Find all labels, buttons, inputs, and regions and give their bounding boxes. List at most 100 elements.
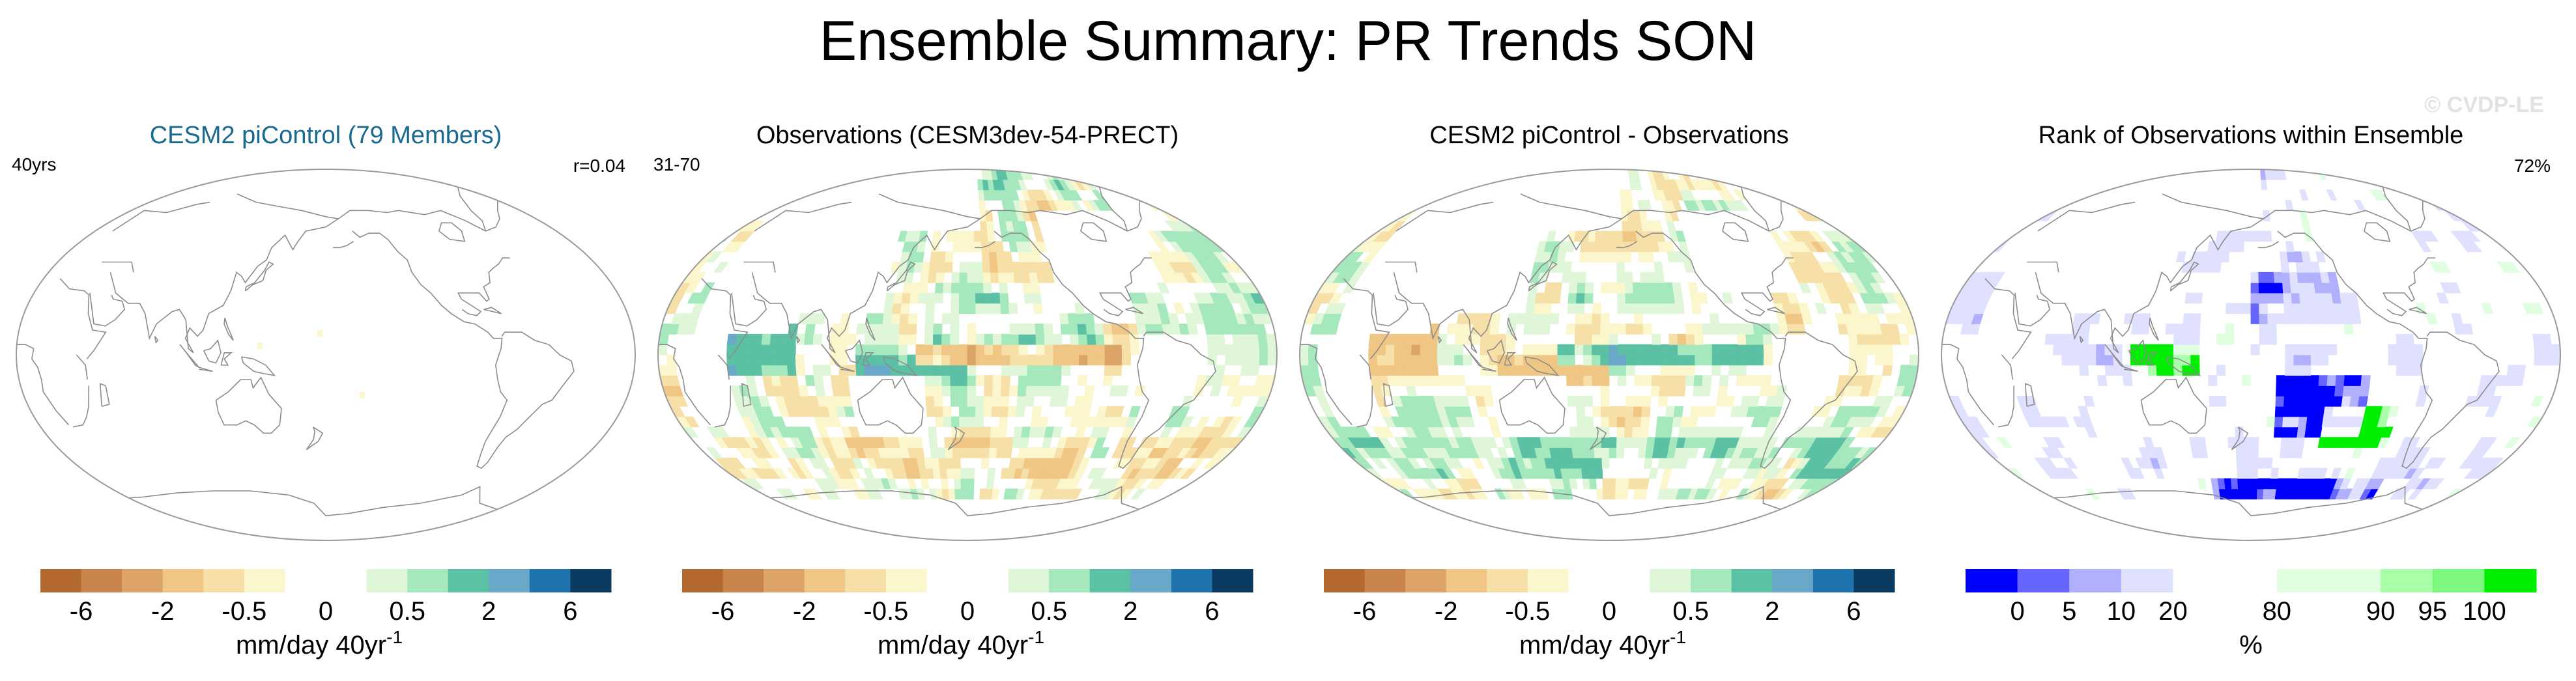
colorbar-swatch [1609, 569, 1651, 592]
colorbar-tick-label: -6 [1353, 597, 1377, 626]
colorbar-tick-label: 95 [2418, 597, 2447, 626]
colorbar-tick-label: -2 [1435, 597, 1458, 626]
watermark: © CVDP-LE [2424, 92, 2544, 117]
colorbar-tick-label: 2 [1123, 597, 1138, 626]
colorbar-swatch [40, 569, 82, 592]
colorbar-swatch [529, 569, 571, 592]
colorbar-swatch [489, 569, 530, 592]
map-field [658, 169, 1277, 540]
colorbar-tick-label: 0 [1602, 597, 1616, 626]
colorbar-tick-label: -6 [70, 597, 93, 626]
panel-left-label: 31-70 [653, 154, 700, 174]
colorbar-units: mm/day 40yr-1 [1519, 627, 1686, 660]
coastlines [1941, 185, 2500, 516]
coastlines [658, 185, 1216, 516]
colorbar-tick-label: -0.5 [863, 597, 908, 626]
colorbar-swatch [2276, 569, 2329, 592]
map-field [1941, 169, 2560, 540]
map-outline [1941, 169, 2561, 541]
colorbar-tick-label: -0.5 [222, 597, 266, 626]
colorbar-tick-label: 100 [2463, 597, 2506, 626]
map-field [1300, 169, 1919, 540]
colorbar-units: mm/day 40yr-1 [878, 627, 1044, 660]
colorbar-swatch [326, 569, 367, 592]
panel-title: Rank of Observations within Ensemble [2039, 122, 2464, 149]
colorbar-swatch [2381, 569, 2433, 592]
colorbar-tick-label: 0.5 [1031, 597, 1067, 626]
colorbar-swatch [81, 569, 122, 592]
colorbar-units: % [2239, 631, 2263, 660]
colorbar-tick-label: 0 [2011, 597, 2025, 626]
colorbar-swatch [1130, 569, 1172, 592]
colorbar-swatch [1812, 569, 1854, 592]
colorbar-swatch [885, 569, 927, 592]
colorbar-swatch [682, 569, 724, 592]
colorbar-swatch [1853, 569, 1895, 592]
colorbar-tick-label: -2 [151, 597, 175, 626]
colorbar-swatch [1527, 569, 1569, 592]
map-outline [16, 169, 636, 541]
colorbar-swatch [1089, 569, 1131, 592]
colorbar-tick-label: 10 [2107, 597, 2136, 626]
colorbar-swatch [723, 569, 764, 592]
panels: CESM2 piControl (79 Members) 40yrs r=0.04 O… [12, 122, 2561, 541]
colorbar-tick-label: 20 [2158, 597, 2188, 626]
colorbar-tick-label: 0 [960, 597, 975, 626]
colorbar-swatch [1568, 569, 1610, 592]
colorbar-swatch [804, 569, 846, 592]
colorbar-swatch [2121, 569, 2174, 592]
colorbar-swatch [285, 569, 326, 592]
colorbar-swatch [1446, 569, 1487, 592]
colorbar-swatch [1966, 569, 2018, 592]
colorbar-swatch [1691, 569, 1732, 592]
colorbar-trend: -6 -2 -0.5 0 0.5 2 6 mm/day 40yr-1 [1324, 569, 1895, 660]
colorbar-swatch [1650, 569, 1691, 592]
colorbar-tick-label: 6 [1846, 597, 1861, 626]
panel-diff: CESM2 piControl - Observations [1299, 122, 1919, 541]
colorbar-swatch [1731, 569, 1773, 592]
panel-title: CESM2 piControl - Observations [1429, 122, 1788, 149]
colorbar-swatch [2328, 569, 2381, 592]
colorbar-swatch [1487, 569, 1528, 592]
colorbar-tick-label: -6 [711, 597, 735, 626]
colorbar-tick-label: 0 [319, 597, 333, 626]
colorbar-swatch [2484, 569, 2537, 592]
colorbar-tick-label: 2 [481, 597, 496, 626]
panel-title: Observations (CESM3dev-54-PRECT) [756, 122, 1179, 149]
colorbar-swatch [162, 569, 204, 592]
colorbar-swatch [845, 569, 887, 592]
colorbar-swatch [407, 569, 449, 592]
colorbar-rank: 0 5 10 20 80 90 95 100% [1966, 569, 2537, 660]
colorbar-swatch [2225, 569, 2278, 592]
map-outline [1299, 169, 1919, 541]
colorbar-tick-label: -0.5 [1505, 597, 1550, 626]
coastlines [1300, 185, 1858, 516]
colorbar-tick-label: 0.5 [389, 597, 425, 626]
map-field [16, 169, 635, 540]
colorbar-swatch [1364, 569, 1406, 592]
colorbar-trend: -6 -2 -0.5 0 0.5 2 6 mm/day 40yr-1 [682, 569, 1253, 660]
panel-right-label: r=0.04 [573, 156, 625, 176]
colorbar-swatch [764, 569, 805, 592]
colorbar-tick-label: 5 [2062, 597, 2076, 626]
colorbar-swatch [122, 569, 164, 592]
figure-title: Ensemble Summary: PR Trends SON [820, 10, 1757, 72]
colorbar-swatch [570, 569, 612, 592]
panel-right-label: 72% [2514, 156, 2551, 176]
colorbar-swatch [1171, 569, 1212, 592]
colorbar-tick-label: -2 [793, 597, 816, 626]
colorbar-swatch [926, 569, 968, 592]
colorbars: -6 -2 -0.5 0 0.5 2 6 mm/day 40yr-1 -6 -2 -0.5 0 0.5 2… [40, 569, 2537, 660]
colorbar-swatch [967, 569, 1009, 592]
colorbar-swatch [2017, 569, 2070, 592]
colorbar-tick-label: 2 [1765, 597, 1779, 626]
colorbar-tick-label: 0.5 [1672, 597, 1709, 626]
colorbar-swatch [244, 569, 285, 592]
colorbar-trend: -6 -2 -0.5 0 0.5 2 6 mm/day 40yr-1 [40, 569, 612, 660]
colorbar-swatch [1772, 569, 1814, 592]
panel-rank: Rank of Observations within Ensemble 72% [1941, 122, 2561, 541]
colorbar-tick-label: 6 [563, 597, 577, 626]
coastlines [16, 185, 575, 516]
panel-title: CESM2 piControl (79 Members) [150, 122, 502, 149]
